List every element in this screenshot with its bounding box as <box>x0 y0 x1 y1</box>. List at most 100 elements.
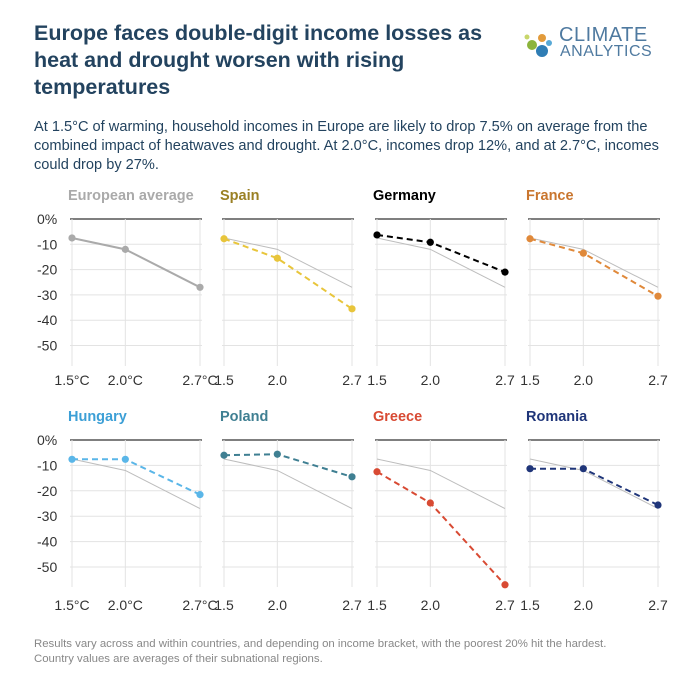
x-tick-label: 1.5°C <box>54 372 89 388</box>
data-point <box>220 451 228 459</box>
data-point <box>373 231 381 239</box>
x-tick-label: 2.0 <box>574 372 594 388</box>
x-tick-label: 1.5 <box>214 372 234 388</box>
panel-romania: Romania 1.5 2.0 2.7 <box>520 409 668 613</box>
data-point <box>654 501 662 509</box>
x-tick-label: 2.7 <box>648 372 668 388</box>
reference-line <box>376 458 506 510</box>
panel-germany: Germany 1.5 2.0 2.7 <box>367 188 515 388</box>
x-tick-label: 2.7 <box>648 597 668 613</box>
data-point <box>121 245 129 253</box>
reference-line <box>223 458 353 510</box>
logo-text-climate: CLIMATE <box>559 24 648 46</box>
data-point <box>501 268 509 276</box>
series-line <box>530 467 659 506</box>
reference-line <box>529 237 659 288</box>
climate-analytics-logo: CLIMATE ANALYTICS <box>522 24 672 64</box>
x-tick-label: 1.5 <box>367 597 387 613</box>
x-tick-label: 1.5 <box>520 372 540 388</box>
data-point <box>196 283 204 291</box>
panel-title: Germany <box>373 188 436 204</box>
reference-line <box>223 237 353 288</box>
x-tick-label: 2.7 <box>495 372 515 388</box>
panel-poland: Poland 1.5 2.0 2.7 <box>214 409 362 613</box>
y-tick-label: 0% <box>37 432 57 448</box>
data-point <box>121 455 129 463</box>
panel-hungary: Hungary 1.5°C 2.0°C 2.7°C <box>54 409 217 613</box>
reference-line <box>529 458 659 510</box>
data-point <box>348 305 356 313</box>
data-point <box>526 235 534 243</box>
reference-line <box>71 458 201 510</box>
data-point <box>373 468 381 476</box>
panel-title: France <box>526 188 574 204</box>
y-tick-label: -20 <box>37 483 57 499</box>
data-point <box>273 450 281 458</box>
y-tick-label: -50 <box>37 338 57 354</box>
globe-logo-icon <box>524 34 552 57</box>
x-tick-label: 2.0 <box>421 372 441 388</box>
x-tick-label: 2.0°C <box>108 372 143 388</box>
panel-greece: Greece 1.5 2.0 2.7 <box>367 409 515 613</box>
panel-title: Spain <box>220 188 259 204</box>
footnote-line-2: Country values are averages of their sub… <box>34 653 323 665</box>
x-tick-label: 1.5°C <box>54 597 89 613</box>
series-line <box>223 237 353 310</box>
reference-line <box>376 237 506 288</box>
data-point <box>68 455 76 463</box>
y-tick-label: -20 <box>37 262 57 278</box>
logo-text-analytics: ANALYTICS <box>560 43 653 60</box>
x-tick-label: 2.0 <box>268 597 288 613</box>
panel-title: Hungary <box>68 409 127 425</box>
x-tick-label: 2.7 <box>342 597 362 613</box>
x-tick-label: 2.0 <box>268 372 288 388</box>
footnote-line-1: Results vary across and within countries… <box>34 638 607 650</box>
series-line <box>529 237 659 298</box>
panel-european-average: European average 1.5°C 2.0°C 2.7°C <box>54 188 217 388</box>
series-line <box>376 233 506 274</box>
x-tick-label: 1.5 <box>367 372 387 388</box>
data-point <box>196 491 204 499</box>
y-tick-label: -30 <box>37 508 57 524</box>
data-point <box>220 235 228 243</box>
chart-title: Europe faces double-digit income losses … <box>34 21 483 99</box>
x-tick-label: 1.5 <box>214 597 234 613</box>
panel-title: European average <box>68 188 194 204</box>
data-point <box>579 465 587 473</box>
x-tick-label: 2.0 <box>421 597 441 613</box>
series-line <box>376 470 506 586</box>
data-point <box>426 238 434 246</box>
data-point <box>426 499 434 507</box>
x-tick-label: 2.7 <box>342 372 362 388</box>
panel-spain: Spain 1.5 2.0 2.7 <box>214 188 362 388</box>
data-point <box>526 465 534 473</box>
x-tick-label: 2.7 <box>495 597 515 613</box>
data-point <box>68 234 76 242</box>
x-tick-label: 1.5 <box>520 597 540 613</box>
data-point <box>654 292 662 300</box>
data-point <box>348 473 356 481</box>
footnote: Results vary across and within countries… <box>34 637 674 667</box>
y-tick-label: -40 <box>37 534 57 550</box>
panel-france: France 1.5 2.0 2.7 <box>520 188 668 388</box>
y-tick-label: -10 <box>37 457 57 473</box>
x-tick-label: 2.7°C <box>182 597 217 613</box>
y-tick-label: -30 <box>37 287 57 303</box>
data-point <box>273 254 281 262</box>
series-line <box>72 458 201 496</box>
series-line <box>71 236 201 289</box>
data-point <box>579 249 587 257</box>
chart-subtitle: At 1.5°C of warming, household incomes i… <box>34 119 659 173</box>
x-tick-label: 2.7°C <box>182 372 217 388</box>
x-tick-label: 2.0 <box>574 597 594 613</box>
y-tick-label: -40 <box>37 312 57 328</box>
data-point <box>501 581 509 589</box>
y-tick-label: 0% <box>37 211 57 227</box>
panel-title: Romania <box>526 409 588 425</box>
y-tick-label: -50 <box>37 559 57 575</box>
y-tick-label: -10 <box>37 236 57 252</box>
x-tick-label: 2.0°C <box>108 597 143 613</box>
panel-title: Poland <box>220 409 268 425</box>
panel-title: Greece <box>373 409 422 425</box>
